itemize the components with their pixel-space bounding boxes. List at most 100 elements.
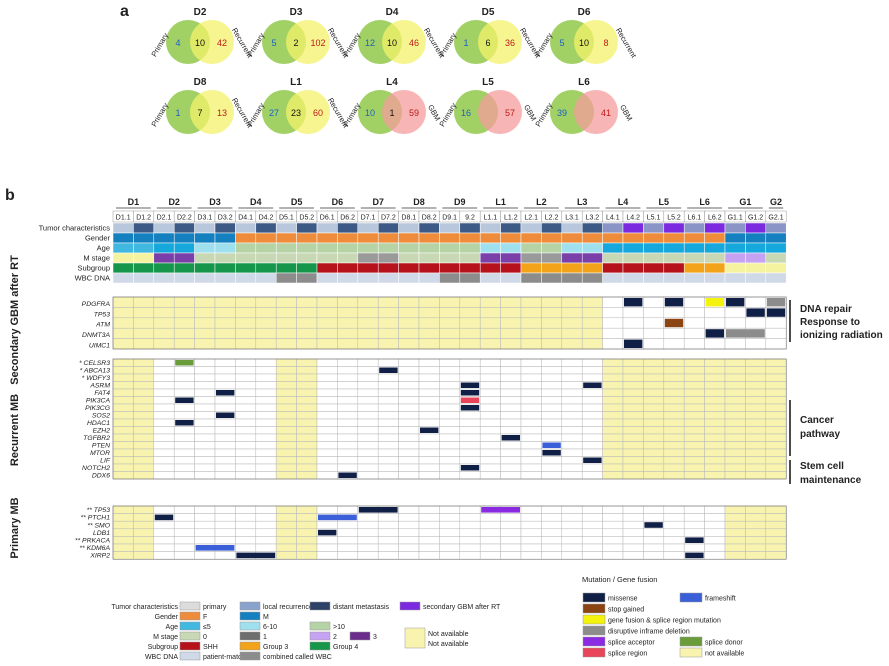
mutation-mark-missense xyxy=(154,514,174,521)
annotation-cell xyxy=(439,222,461,234)
mutation-cell xyxy=(561,373,583,382)
mutation-cell xyxy=(255,317,277,329)
annotation-cell xyxy=(459,222,481,234)
legend-item-label: 1 xyxy=(263,634,267,641)
mutation-cell xyxy=(133,388,155,397)
mutation-cell xyxy=(602,388,624,397)
mutation-cell xyxy=(133,358,155,367)
annotation-cell xyxy=(398,272,420,284)
mutation-cell xyxy=(153,463,175,472)
mutation-cell xyxy=(153,528,175,537)
annotation-cell xyxy=(439,242,461,254)
mutation-cell xyxy=(296,317,318,329)
mutation-cell xyxy=(357,471,379,480)
mutation-cell xyxy=(459,536,481,545)
mutation-cell xyxy=(275,338,297,350)
mutation-cell xyxy=(357,307,379,319)
venn-left-count: 5 xyxy=(559,38,564,48)
mutation-cell xyxy=(663,513,685,522)
mutation-cell xyxy=(663,528,685,537)
mutation-mark-missense xyxy=(624,298,643,307)
mutation-cell xyxy=(337,403,359,412)
annotation-cell xyxy=(541,242,563,254)
mutation-cell xyxy=(112,543,134,552)
mutation-cell xyxy=(418,456,440,465)
venn-left-count: 27 xyxy=(269,108,279,118)
mutation-cell xyxy=(643,433,665,442)
mutation-cell xyxy=(520,388,542,397)
venn-right-count: 102 xyxy=(310,38,325,48)
mutation-cell xyxy=(439,327,461,339)
mutation-cell xyxy=(357,366,379,375)
mutation-cell xyxy=(235,448,257,457)
mutation-cell xyxy=(337,388,359,397)
mutation-cell xyxy=(357,441,379,450)
mutation-cell xyxy=(622,317,644,329)
mutation-cell xyxy=(337,358,359,367)
gene-label: PIK3CG xyxy=(85,405,110,412)
mutation-cell xyxy=(112,381,134,390)
mutation-mark-missense xyxy=(460,465,480,471)
mutation-cell xyxy=(173,338,195,350)
annotation-cell xyxy=(357,252,379,264)
mutation-cell xyxy=(235,307,257,319)
mutation-cell xyxy=(622,327,644,339)
annotation-cell xyxy=(479,252,501,264)
mutation-cell xyxy=(418,536,440,545)
mutation-cell xyxy=(520,381,542,390)
mutation-cell xyxy=(214,373,236,382)
mutation-cell xyxy=(439,520,461,530)
annotation-cell xyxy=(153,222,175,234)
mutation-cell xyxy=(602,426,624,435)
mutation-cell xyxy=(602,373,624,382)
mutation-cell xyxy=(602,418,624,427)
mutation-cell xyxy=(133,426,155,435)
mutation-cell xyxy=(602,505,624,514)
mutation-cell xyxy=(622,307,644,319)
mutation-cell xyxy=(153,373,175,382)
panel-b-label: b xyxy=(5,187,15,204)
mutation-cell xyxy=(500,388,522,397)
mutation-cell xyxy=(683,528,705,537)
mutation-cell xyxy=(377,296,399,308)
annotation-cell xyxy=(581,262,603,274)
venn-right-label: GBM xyxy=(618,103,634,122)
legend-item-label: 6-10 xyxy=(263,624,277,631)
annotation-cell xyxy=(602,272,624,284)
annotation-cell xyxy=(153,242,175,254)
mutation-cell xyxy=(520,296,542,308)
legend-na-label: Not available xyxy=(428,631,469,638)
mutation-cell xyxy=(398,543,420,552)
annotation-cell xyxy=(643,232,665,244)
mutation-cell xyxy=(581,543,603,552)
mutation-cell xyxy=(133,433,155,442)
mutation-cell xyxy=(643,317,665,329)
mutation-cell xyxy=(173,327,195,339)
legend-mutation-label: not available xyxy=(705,651,744,658)
mutation-cell xyxy=(683,338,705,350)
group-label-L4: L4 xyxy=(618,197,629,207)
mutation-cell xyxy=(581,441,603,450)
annotation-cell xyxy=(459,232,481,244)
mutation-cell xyxy=(214,381,236,390)
gene-label: FAT4 xyxy=(94,390,110,397)
gene-label: LDB1 xyxy=(93,530,110,537)
annotation-cell xyxy=(398,242,420,254)
mutation-cell xyxy=(459,296,481,308)
mutation-mark-splice_donor xyxy=(175,360,194,366)
gene-label: LIF xyxy=(100,458,111,465)
group-label-G2: G2 xyxy=(770,197,782,207)
mutation-cell xyxy=(500,358,522,367)
mutation-cell xyxy=(724,536,746,545)
mutation-cell xyxy=(214,551,236,560)
mutation-cell xyxy=(704,543,726,552)
mutation-cell xyxy=(643,528,665,537)
mutation-cell xyxy=(112,536,134,545)
mutation-cell xyxy=(561,411,583,420)
mutation-cell xyxy=(622,520,644,530)
mutation-cell xyxy=(112,411,134,420)
mutation-cell xyxy=(622,441,644,450)
legend-item-label: SHH xyxy=(203,644,218,651)
section-label-rec: Recurrent MB xyxy=(9,394,21,466)
